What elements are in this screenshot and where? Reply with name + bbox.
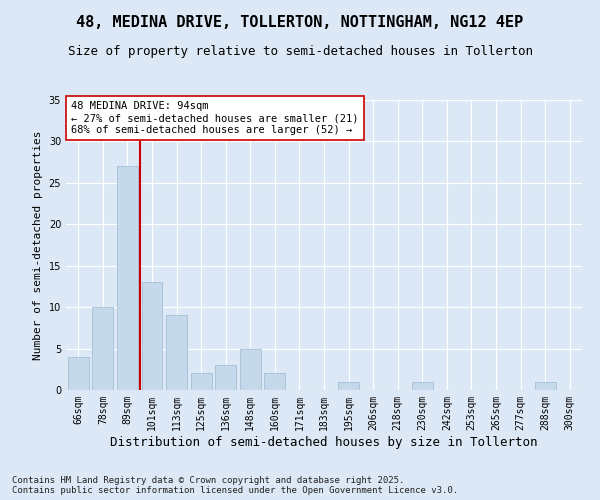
Bar [338,382,359,390]
Bar [191,374,212,390]
Bar [535,382,556,390]
Text: Size of property relative to semi-detached houses in Tollerton: Size of property relative to semi-detach… [67,45,533,58]
Text: 48 MEDINA DRIVE: 94sqm
← 27% of semi-detached houses are smaller (21)
68% of sem: 48 MEDINA DRIVE: 94sqm ← 27% of semi-det… [71,102,359,134]
Text: 48, MEDINA DRIVE, TOLLERTON, NOTTINGHAM, NG12 4EP: 48, MEDINA DRIVE, TOLLERTON, NOTTINGHAM,… [76,15,524,30]
Text: Contains HM Land Registry data © Crown copyright and database right 2025.
Contai: Contains HM Land Registry data © Crown c… [12,476,458,495]
Bar [68,357,89,390]
X-axis label: Distribution of semi-detached houses by size in Tollerton: Distribution of semi-detached houses by … [110,436,538,448]
Bar [265,374,286,390]
Bar [166,316,187,390]
Bar [117,166,138,390]
Bar [412,382,433,390]
Bar [92,307,113,390]
Y-axis label: Number of semi-detached properties: Number of semi-detached properties [33,130,43,360]
Bar [215,365,236,390]
Bar [240,348,261,390]
Bar [142,282,163,390]
